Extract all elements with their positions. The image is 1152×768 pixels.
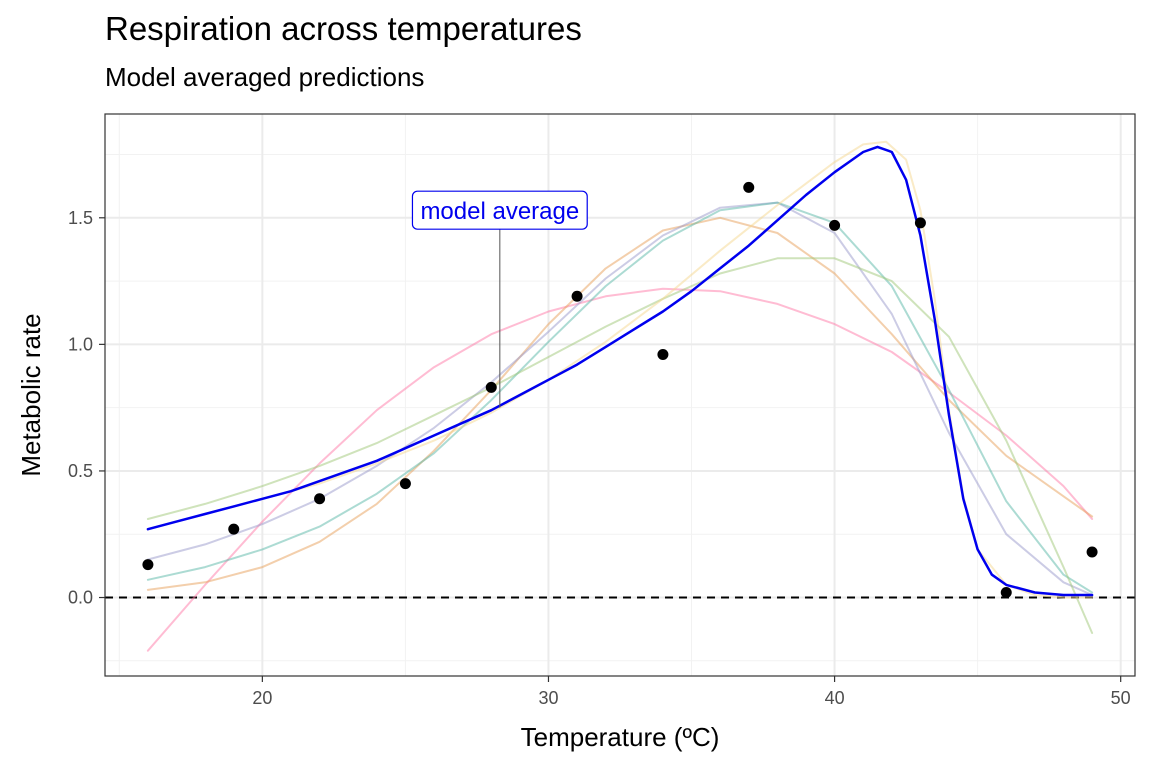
series-line-1 (146, 287, 1094, 652)
data-point (228, 523, 240, 535)
x-tick-label: 30 (538, 688, 558, 708)
data-point (743, 181, 755, 193)
data-point (829, 219, 841, 231)
annotation-box (411, 190, 588, 230)
y-tick-label: 0.0 (68, 588, 93, 608)
data-point (657, 348, 669, 360)
data-point (399, 478, 411, 490)
series-line-4 (146, 201, 1094, 594)
grid-layer (105, 114, 1135, 676)
points-layer (142, 181, 1098, 598)
data-point (142, 559, 154, 571)
annotation-label: model average (420, 198, 579, 225)
series-line-model-average (146, 145, 1094, 597)
series-layer (146, 140, 1094, 652)
x-tick-label: 20 (252, 688, 272, 708)
x-axis-title: Temperature (ºC) (521, 722, 720, 752)
series-line-5 (146, 257, 1094, 634)
panel-border (104, 113, 1136, 677)
y-tick-label: 1.5 (68, 208, 93, 228)
y-tick-label: 0.5 (68, 461, 93, 481)
data-point (1086, 546, 1098, 558)
data-point (914, 217, 926, 229)
x-tick-label: 40 (825, 688, 845, 708)
series-line-3 (146, 201, 1094, 596)
axis-layer: 20 30 40 50 0.0 0.5 1.0 1.5 (68, 208, 1131, 708)
chart-subtitle: Model averaged predictions (105, 62, 425, 92)
data-point (571, 290, 583, 302)
y-axis-title: Metabolic rate (16, 313, 46, 476)
data-point (314, 493, 326, 505)
x-tick-label: 50 (1111, 688, 1131, 708)
series-line-6 (146, 140, 1094, 599)
data-point (485, 381, 497, 393)
chart-title: Respiration across temperatures (105, 10, 582, 47)
annotation-layer: model average (411, 190, 588, 408)
data-point (1000, 586, 1012, 598)
y-tick-label: 1.0 (68, 334, 93, 354)
